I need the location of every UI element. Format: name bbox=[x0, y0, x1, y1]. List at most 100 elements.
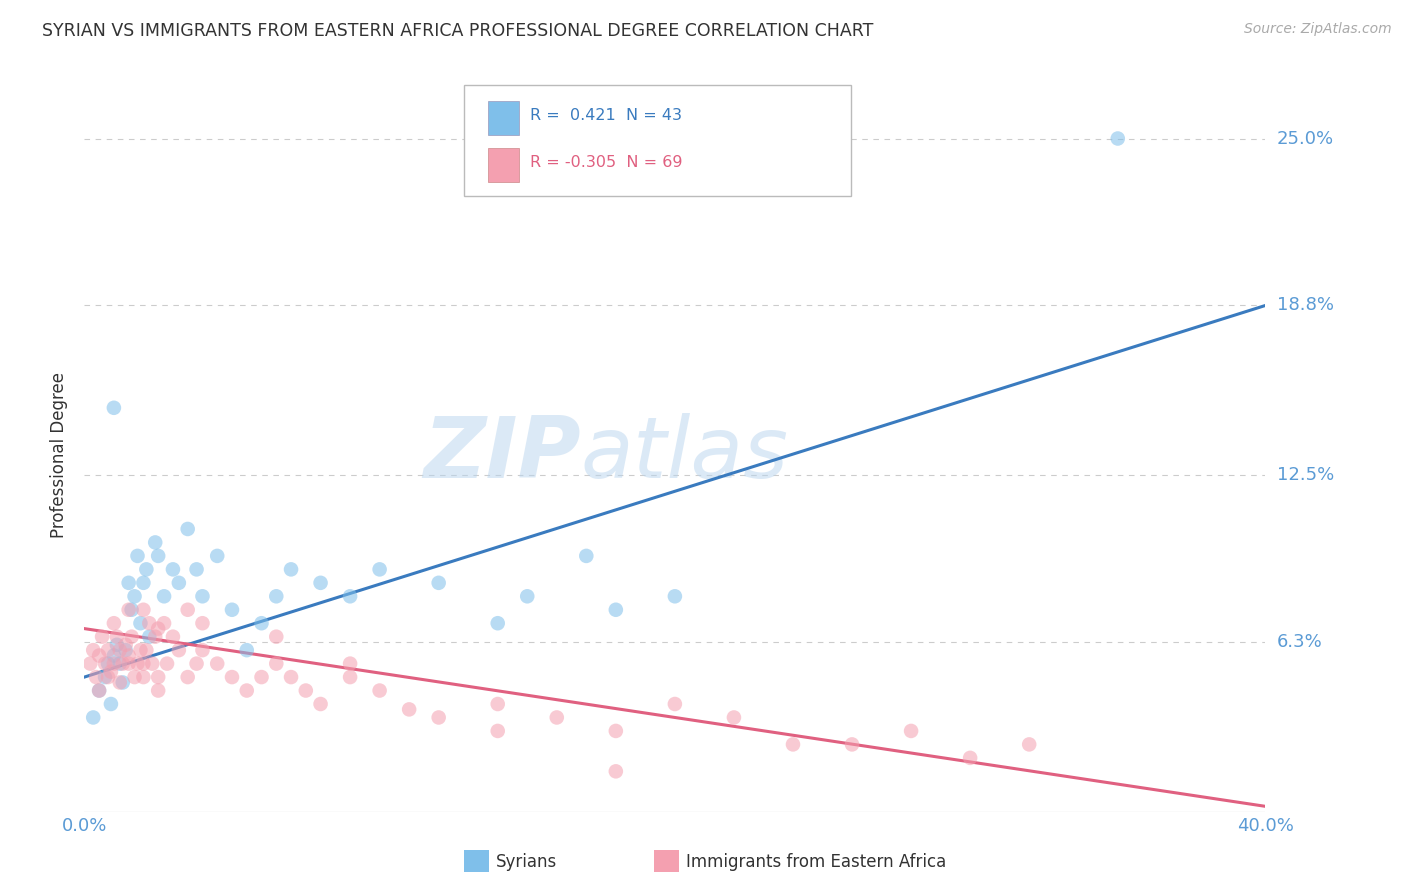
Point bbox=[103, 616, 125, 631]
Point bbox=[167, 575, 190, 590]
Point bbox=[118, 575, 141, 590]
Point bbox=[108, 675, 131, 690]
Point bbox=[94, 657, 117, 671]
Point bbox=[153, 616, 176, 631]
Point bbox=[114, 638, 136, 652]
Point bbox=[135, 643, 157, 657]
Text: atlas: atlas bbox=[581, 413, 789, 497]
Point bbox=[87, 683, 111, 698]
Point bbox=[103, 657, 125, 671]
Point bbox=[900, 723, 922, 738]
Point bbox=[84, 670, 107, 684]
Point bbox=[309, 575, 332, 590]
Point bbox=[264, 630, 288, 644]
Point bbox=[605, 764, 627, 779]
Point bbox=[118, 603, 141, 617]
Point bbox=[97, 670, 120, 684]
Text: 18.8%: 18.8% bbox=[1277, 296, 1333, 315]
Point bbox=[111, 657, 134, 671]
Point bbox=[121, 630, 143, 644]
Point bbox=[605, 603, 627, 617]
Text: R = -0.305  N = 69: R = -0.305 N = 69 bbox=[530, 154, 682, 169]
Point bbox=[427, 575, 450, 590]
Point bbox=[339, 657, 361, 671]
Point bbox=[782, 738, 804, 752]
Text: SYRIAN VS IMMIGRANTS FROM EASTERN AFRICA PROFESSIONAL DEGREE CORRELATION CHART: SYRIAN VS IMMIGRANTS FROM EASTERN AFRICA… bbox=[42, 22, 873, 40]
Point bbox=[368, 683, 391, 698]
Point bbox=[841, 738, 863, 752]
Point bbox=[82, 643, 104, 657]
Point bbox=[156, 657, 179, 671]
Point bbox=[135, 562, 157, 576]
Point bbox=[153, 589, 176, 603]
Point bbox=[143, 535, 166, 549]
Point bbox=[546, 710, 568, 724]
Text: Immigrants from Eastern Africa: Immigrants from Eastern Africa bbox=[686, 853, 946, 871]
Point bbox=[280, 670, 302, 684]
Point bbox=[97, 643, 120, 657]
Text: 25.0%: 25.0% bbox=[1277, 129, 1334, 147]
Point bbox=[250, 616, 273, 631]
Point bbox=[221, 670, 243, 684]
Text: R =  0.421  N = 43: R = 0.421 N = 43 bbox=[530, 108, 682, 123]
Point bbox=[191, 589, 214, 603]
Point bbox=[148, 683, 170, 698]
Point bbox=[121, 603, 143, 617]
Point bbox=[516, 589, 538, 603]
Point bbox=[339, 670, 361, 684]
Point bbox=[723, 710, 745, 724]
Point bbox=[79, 657, 101, 671]
Point bbox=[108, 657, 131, 671]
Point bbox=[486, 723, 509, 738]
Point bbox=[280, 562, 302, 576]
Point bbox=[250, 670, 273, 684]
Point bbox=[177, 670, 200, 684]
Point bbox=[91, 630, 114, 644]
Point bbox=[235, 643, 259, 657]
Point bbox=[132, 670, 155, 684]
Point bbox=[148, 549, 170, 563]
Point bbox=[235, 683, 259, 698]
Point bbox=[186, 562, 208, 576]
Text: 12.5%: 12.5% bbox=[1277, 467, 1334, 484]
Point bbox=[221, 603, 243, 617]
Point bbox=[124, 670, 146, 684]
Point bbox=[339, 589, 361, 603]
Point bbox=[398, 702, 420, 716]
Point bbox=[87, 683, 111, 698]
Point bbox=[129, 616, 152, 631]
Point bbox=[132, 657, 155, 671]
Point bbox=[87, 648, 111, 663]
Point bbox=[82, 710, 104, 724]
Point bbox=[148, 670, 170, 684]
Point bbox=[205, 549, 228, 563]
Point bbox=[205, 657, 228, 671]
Point bbox=[138, 616, 160, 631]
Point bbox=[368, 562, 391, 576]
Point bbox=[486, 697, 509, 711]
Point bbox=[177, 603, 200, 617]
Point bbox=[124, 589, 146, 603]
Point bbox=[1107, 131, 1129, 145]
Point bbox=[148, 622, 170, 636]
Point bbox=[427, 710, 450, 724]
Point bbox=[167, 643, 190, 657]
Point bbox=[162, 562, 184, 576]
Text: ZIP: ZIP bbox=[423, 413, 581, 497]
Text: Syrians: Syrians bbox=[496, 853, 558, 871]
Point bbox=[264, 657, 288, 671]
Point bbox=[162, 630, 184, 644]
Point bbox=[132, 603, 155, 617]
Text: 6.3%: 6.3% bbox=[1277, 633, 1322, 651]
Point bbox=[105, 630, 128, 644]
Point bbox=[575, 549, 598, 563]
Point bbox=[264, 589, 288, 603]
Point bbox=[191, 616, 214, 631]
Point bbox=[127, 549, 149, 563]
Point bbox=[664, 589, 686, 603]
Point bbox=[97, 657, 120, 671]
Point bbox=[191, 643, 214, 657]
Y-axis label: Professional Degree: Professional Degree bbox=[51, 372, 69, 538]
Point bbox=[486, 616, 509, 631]
Point bbox=[309, 697, 332, 711]
